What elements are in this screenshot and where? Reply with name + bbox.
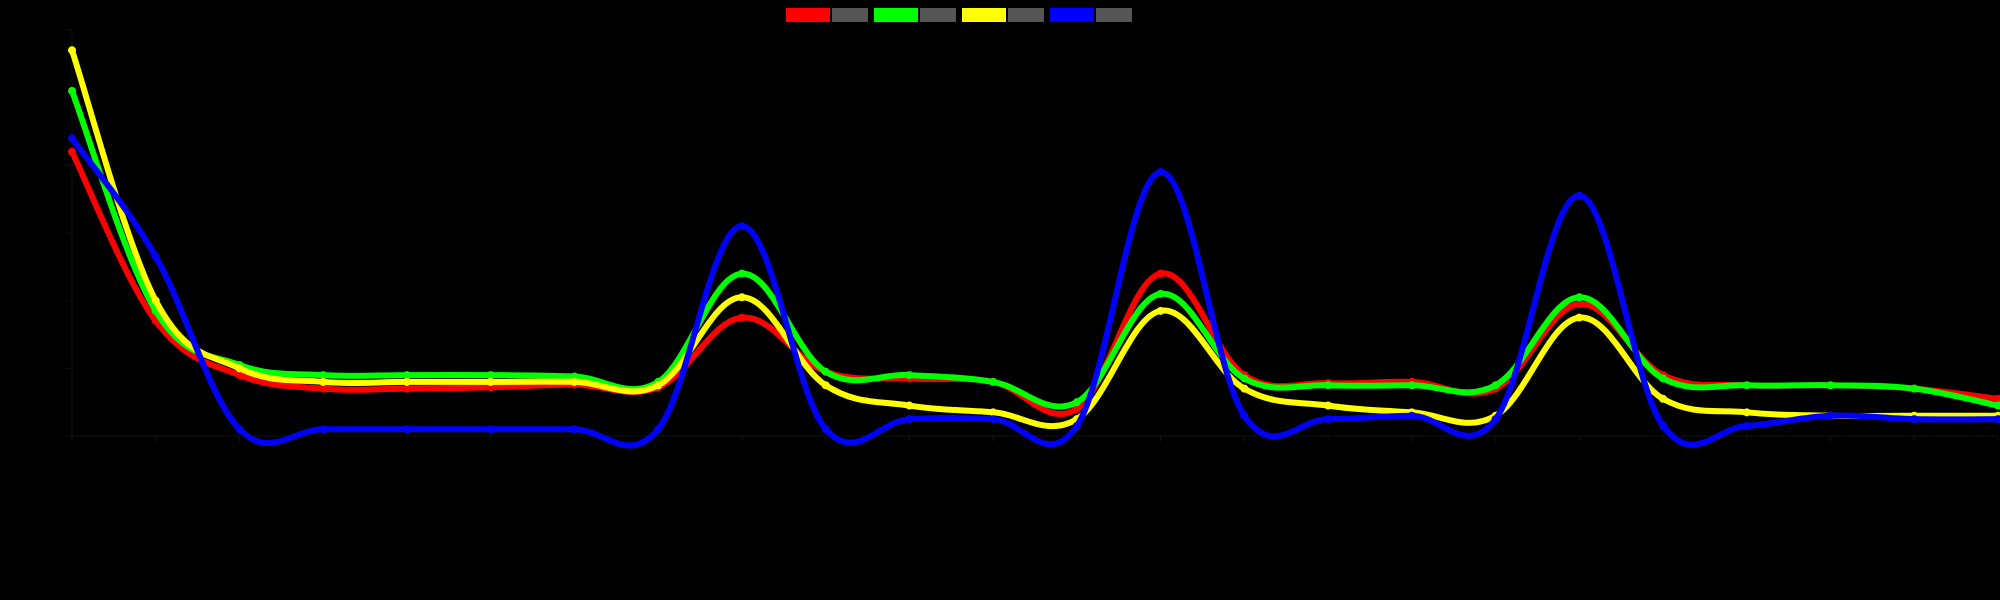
data-point-series-2-22 (1826, 381, 1835, 390)
data-point-series-3-6 (486, 377, 495, 386)
data-point-series-4-1 (68, 134, 76, 143)
data-point-series-4-6 (486, 425, 495, 434)
data-point-series-2-18 (1491, 381, 1500, 390)
data-point-series-4-10 (821, 425, 830, 434)
data-point-series-2-23 (1910, 384, 1919, 393)
data-point-series-1-3 (235, 371, 244, 380)
legend-label-box-2 (920, 8, 956, 22)
data-point-series-4-11 (905, 415, 914, 424)
data-point-series-4-5 (402, 425, 411, 434)
axes (66, 29, 1999, 442)
legend-swatch-1 (786, 8, 830, 22)
data-point-series-3-9 (737, 293, 746, 302)
data-point-series-2-13 (1072, 398, 1081, 407)
data-point-series-2-21 (1742, 381, 1751, 390)
data-point-series-4-19 (1575, 191, 1584, 200)
data-point-series-4-15 (1240, 411, 1249, 420)
data-point-series-4-13 (1072, 421, 1081, 430)
series-line-2 (69, 87, 2000, 410)
data-point-series-3-3 (235, 364, 244, 373)
data-point-series-2-20 (1659, 374, 1668, 383)
data-point-series-4-3 (235, 425, 244, 434)
data-point-series-3-19 (1575, 313, 1584, 322)
data-point-series-2-19 (1575, 293, 1584, 302)
data-point-series-2-4 (319, 371, 328, 380)
data-point-series-3-4 (319, 377, 328, 386)
data-point-series-3-11 (905, 401, 914, 410)
data-point-series-2-17 (1407, 381, 1416, 390)
data-point-series-4-23 (1910, 415, 1919, 424)
series-layer (68, 46, 2000, 449)
legend-swatch-2 (874, 8, 918, 22)
data-point-series-2-24 (1994, 401, 2000, 410)
legend-swatch-3 (962, 8, 1006, 22)
data-point-series-4-12 (989, 415, 998, 424)
data-point-series-4-2 (151, 252, 160, 261)
data-point-series-3-1 (68, 46, 76, 55)
data-point-series-4-20 (1659, 421, 1668, 430)
series-line-3 (69, 47, 2000, 430)
data-point-series-2-10 (821, 367, 830, 376)
legend-label-box-1 (832, 8, 868, 22)
data-point-series-2-14 (1156, 289, 1165, 298)
data-point-series-4-24 (1994, 415, 2000, 424)
data-point-series-3-10 (821, 381, 830, 390)
data-point-series-4-9 (737, 222, 746, 231)
data-point-series-4-7 (570, 425, 579, 434)
data-point-series-1-14 (1156, 269, 1165, 278)
data-point-series-1-5 (402, 384, 411, 393)
data-point-series-4-22 (1826, 411, 1835, 420)
data-point-series-3-2 (151, 296, 160, 305)
legend-label-box-4 (1096, 8, 1132, 22)
legend (786, 8, 1132, 22)
data-point-series-3-16 (1324, 401, 1333, 410)
data-point-series-3-21 (1742, 408, 1751, 417)
data-point-series-2-15 (1240, 374, 1249, 383)
legend-label-box-3 (1008, 8, 1044, 22)
data-point-series-3-20 (1659, 394, 1668, 403)
data-point-series-1-4 (319, 384, 328, 393)
data-point-series-4-4 (319, 425, 328, 434)
data-point-series-2-6 (486, 371, 495, 380)
data-point-series-4-21 (1742, 421, 1751, 430)
data-point-series-1-24 (1994, 394, 2000, 403)
data-point-series-1-13 (1072, 404, 1081, 413)
data-point-series-3-12 (989, 408, 998, 417)
data-point-series-3-8 (654, 381, 663, 390)
data-point-series-1-19 (1575, 300, 1584, 309)
data-point-series-2-11 (905, 371, 914, 380)
data-point-series-4-8 (654, 425, 663, 434)
data-point-series-1-9 (737, 313, 746, 322)
data-point-series-2-12 (989, 377, 998, 386)
data-point-series-3-14 (1156, 306, 1165, 315)
data-point-series-3-15 (1240, 384, 1249, 393)
data-point-series-4-16 (1324, 415, 1333, 424)
data-point-series-4-14 (1156, 168, 1165, 177)
data-point-series-3-5 (402, 377, 411, 386)
data-point-series-4-17 (1407, 411, 1416, 420)
data-point-series-3-7 (570, 377, 579, 386)
data-point-series-2-1 (68, 86, 76, 95)
legend-swatch-4 (1050, 8, 1094, 22)
data-point-series-2-5 (402, 371, 411, 380)
data-point-series-1-1 (68, 147, 76, 156)
data-point-series-2-9 (737, 269, 746, 278)
data-point-series-2-16 (1324, 381, 1333, 390)
data-point-series-4-18 (1491, 415, 1500, 424)
